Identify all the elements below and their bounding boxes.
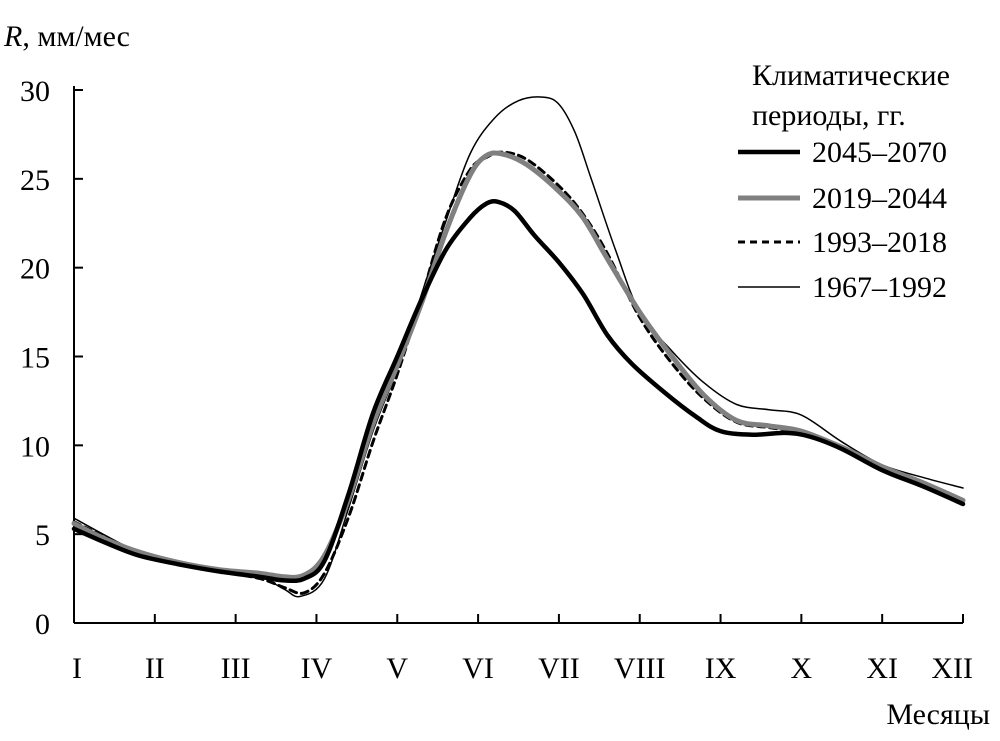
y-tick-label: 15 (20, 342, 50, 375)
legend: Климатические периоды, гг. 2045–2070 2019… (738, 59, 950, 304)
series-line-0 (71, 198, 966, 584)
y-tick-label: 20 (20, 253, 50, 286)
x-tick-label: VI (462, 652, 494, 685)
y-axis-label: R, мм/мес (3, 20, 130, 53)
x-axis-label: Месяцы (886, 698, 990, 731)
legend-title-line1: Климатические (752, 59, 950, 92)
y-axis-label-unit: , мм/мес (22, 20, 130, 53)
x-tick-label: XII (931, 652, 973, 685)
x-tick-label: III (221, 652, 251, 685)
y-tick-label: 10 (20, 430, 50, 463)
legend-label-3: 1967–1992 (812, 271, 947, 304)
x-tick-label: II (145, 652, 165, 685)
x-tick-label: XI (866, 652, 898, 685)
legend-label-0: 2045–2070 (812, 136, 947, 169)
y-tick-label: 5 (35, 519, 50, 552)
x-tick-label: VIII (614, 652, 666, 685)
y-tick-label: 25 (20, 164, 50, 197)
series-group (71, 96, 966, 598)
x-tick-label: IX (705, 652, 737, 685)
x-tick-label: X (791, 652, 813, 685)
x-tick-label: IV (301, 652, 333, 685)
legend-label-2: 1993–2018 (812, 226, 947, 259)
y-tick-label: 30 (20, 75, 50, 108)
legend-label-1: 2019–2044 (812, 182, 947, 215)
legend-title-line2: периоды, гг. (752, 99, 906, 132)
x-tick-label: I (72, 652, 82, 685)
y-tick-label: 0 (35, 608, 50, 641)
series-line-1 (71, 150, 966, 580)
y-axis-label-symbol: R (3, 20, 22, 53)
x-tick-label: VII (538, 652, 580, 685)
x-tick-label: V (386, 652, 408, 685)
series-line-3 (73, 96, 964, 598)
